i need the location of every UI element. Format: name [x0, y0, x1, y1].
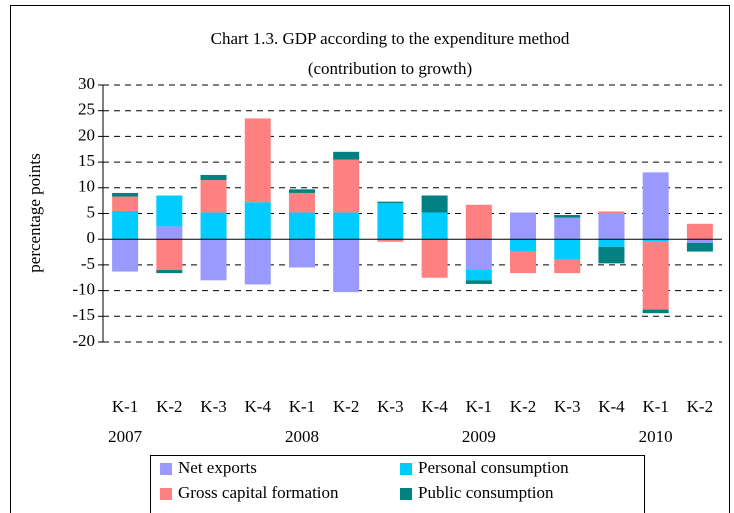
bar-segment: [686, 242, 713, 252]
year-label: 2007: [108, 427, 143, 446]
bar-segment: [598, 213, 625, 240]
legend-swatch: [160, 488, 172, 500]
bar-segment: [156, 226, 183, 240]
bar-segment: [244, 202, 271, 240]
legend-label: Personal consumption: [418, 458, 569, 477]
legend-swatch: [160, 463, 172, 475]
bar-segment: [377, 203, 404, 240]
x-tick-label: K-1: [466, 397, 492, 416]
legend-swatch: [400, 463, 412, 475]
bar-segment: [465, 239, 492, 271]
chart-subtitle: (contribution to growth): [308, 59, 472, 78]
bar-segment: [377, 239, 404, 242]
y-tick-label: 0: [87, 228, 96, 247]
y-axis-label: percentage points: [25, 153, 44, 272]
x-tick-label: K-3: [554, 397, 580, 416]
x-tick-label: K-3: [200, 397, 226, 416]
bar-segment: [421, 195, 448, 213]
y-tick-label: 5: [87, 202, 96, 221]
bar-segment: [200, 174, 227, 181]
bar-segment: [554, 239, 581, 260]
bar-segment: [598, 239, 625, 247]
chart-title: Chart 1.3. GDP according to the expendit…: [211, 29, 570, 48]
year-label: 2008: [285, 427, 319, 446]
y-tick-label: 30: [78, 74, 95, 93]
bar-segment: [156, 239, 183, 271]
legend-label: Public consumption: [418, 483, 554, 502]
bar-segment: [642, 241, 669, 310]
y-tick-label: 15: [78, 151, 95, 170]
bar-segment: [510, 212, 537, 240]
legend: [150, 455, 645, 513]
bar-segment: [156, 195, 183, 227]
y-tick-label: 20: [78, 125, 95, 144]
x-tick-label: K-4: [421, 397, 448, 416]
legend-swatch: [400, 488, 412, 500]
bar-segment: [244, 118, 271, 203]
bar-segment: [642, 239, 669, 242]
y-tick-label: 10: [78, 177, 95, 196]
x-tick-label: K-4: [245, 397, 272, 416]
legend-label: Gross capital formation: [178, 483, 339, 502]
y-tick-label: -20: [72, 331, 95, 350]
x-tick-label: K-4: [598, 397, 625, 416]
bar-segment: [642, 172, 669, 240]
bar-segment: [288, 239, 315, 268]
x-tick-label: K-3: [377, 397, 403, 416]
bar-segment: [112, 196, 139, 211]
bar-segment: [288, 192, 315, 213]
bar-segment: [288, 189, 315, 193]
bar-segment: [156, 270, 183, 274]
bar-segment: [598, 246, 625, 264]
bar-segment: [686, 223, 713, 240]
bar-segment: [465, 280, 492, 284]
bar-segment: [421, 212, 448, 240]
bar-segment: [244, 239, 271, 285]
bar-segment: [333, 151, 360, 160]
year-label: 2010: [639, 427, 673, 446]
bar-segment: [200, 180, 227, 213]
bar-segment: [333, 239, 360, 293]
bar-segment: [112, 210, 139, 240]
x-tick-label: K-1: [642, 397, 668, 416]
bar-segment: [642, 309, 669, 314]
bar-segment: [200, 212, 227, 240]
x-tick-label: K-2: [333, 397, 359, 416]
bar-segment: [333, 212, 360, 240]
bar-segment: [288, 212, 315, 240]
x-tick-label: K-1: [112, 397, 138, 416]
y-tick-label: 25: [78, 100, 95, 119]
y-tick-label: -10: [72, 280, 95, 299]
bar-segment: [554, 215, 581, 218]
bar-segment: [377, 201, 404, 204]
x-tick-label: K-2: [510, 397, 536, 416]
bar-segment: [200, 239, 227, 281]
y-tick-label: -15: [72, 305, 95, 324]
bar-segment: [510, 239, 537, 252]
bar-segment: [510, 251, 537, 274]
x-tick-label: K-1: [289, 397, 315, 416]
year-label: 2009: [462, 427, 496, 446]
bar-segment: [465, 270, 492, 281]
bar-segment: [112, 192, 139, 197]
bar-segment: [554, 259, 581, 274]
x-tick-label: K-2: [156, 397, 182, 416]
bar-segment: [421, 239, 448, 278]
bar-segment: [686, 239, 713, 243]
x-tick-label: K-2: [687, 397, 713, 416]
bar-segment: [554, 217, 581, 240]
legend-label: Net exports: [178, 458, 257, 477]
bar-segment: [598, 211, 625, 214]
bar-segment: [465, 204, 492, 240]
y-tick-label: -5: [81, 254, 95, 273]
bar-segment: [333, 159, 360, 213]
bar-segment: [112, 239, 139, 272]
